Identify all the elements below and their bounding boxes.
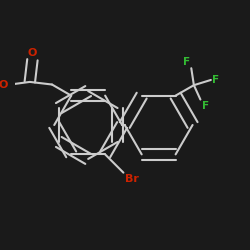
Text: O: O <box>28 48 37 58</box>
Text: O: O <box>0 80 8 90</box>
Text: Br: Br <box>125 174 138 184</box>
Text: F: F <box>183 57 190 67</box>
Text: F: F <box>202 101 209 111</box>
Text: F: F <box>212 75 219 85</box>
